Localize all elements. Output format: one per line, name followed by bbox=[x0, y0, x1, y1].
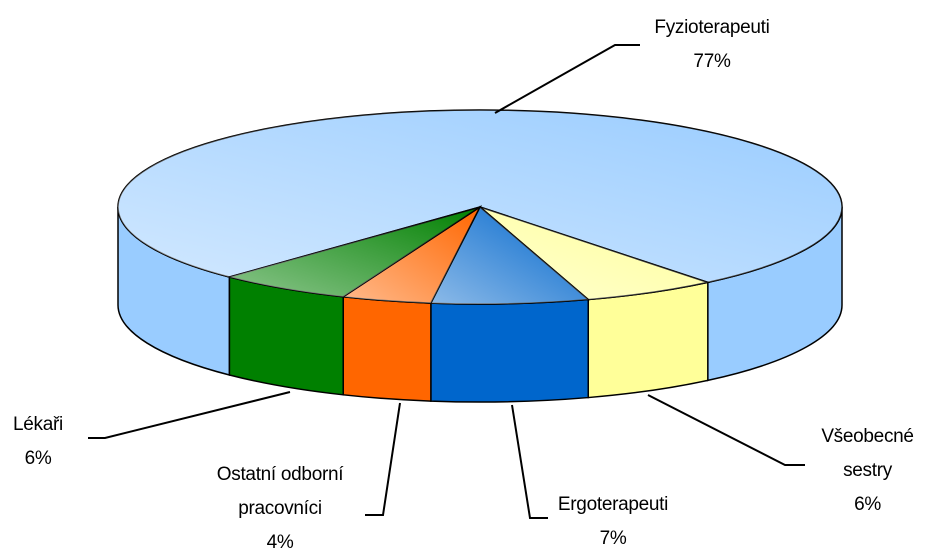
leader-line bbox=[647, 394, 805, 466]
leader-line bbox=[88, 391, 291, 439]
leader-line bbox=[494, 44, 640, 114]
category-label: Ostatní odborní pracovníci bbox=[216, 464, 344, 519]
slice-label: Ostatní odborní pracovníci 4% bbox=[190, 458, 370, 557]
category-label: Ergoterapeuti bbox=[557, 494, 669, 515]
slice-shine bbox=[430, 207, 589, 304]
slice-label: Fyzioterapeuti 77% bbox=[622, 11, 802, 79]
slice-label: Všeobecné sestry 6% bbox=[800, 420, 931, 522]
category-label: Všeobecné sestry bbox=[821, 426, 914, 481]
value-label: 4% bbox=[266, 532, 294, 553]
slice-shine bbox=[480, 207, 708, 300]
value-label: 6% bbox=[854, 494, 881, 515]
slice-side bbox=[430, 298, 590, 403]
category-label: Lékaři bbox=[13, 414, 63, 435]
value-label: 7% bbox=[599, 528, 627, 549]
slice-shine bbox=[229, 207, 480, 297]
value-label: 6% bbox=[24, 448, 52, 469]
slice-side bbox=[342, 295, 432, 402]
slice-shine bbox=[117, 109, 842, 283]
leader-line bbox=[511, 404, 548, 519]
category-label: Fyzioterapeuti bbox=[654, 17, 770, 38]
leader-lines bbox=[88, 44, 805, 519]
slice-shine bbox=[343, 207, 480, 304]
slice-label: Ergoterapeuti 7% bbox=[523, 488, 703, 556]
leader-line bbox=[365, 402, 401, 516]
value-label: 77% bbox=[693, 51, 731, 72]
slice-label: Lékaři 6% bbox=[0, 408, 88, 476]
slice-side bbox=[587, 281, 709, 399]
